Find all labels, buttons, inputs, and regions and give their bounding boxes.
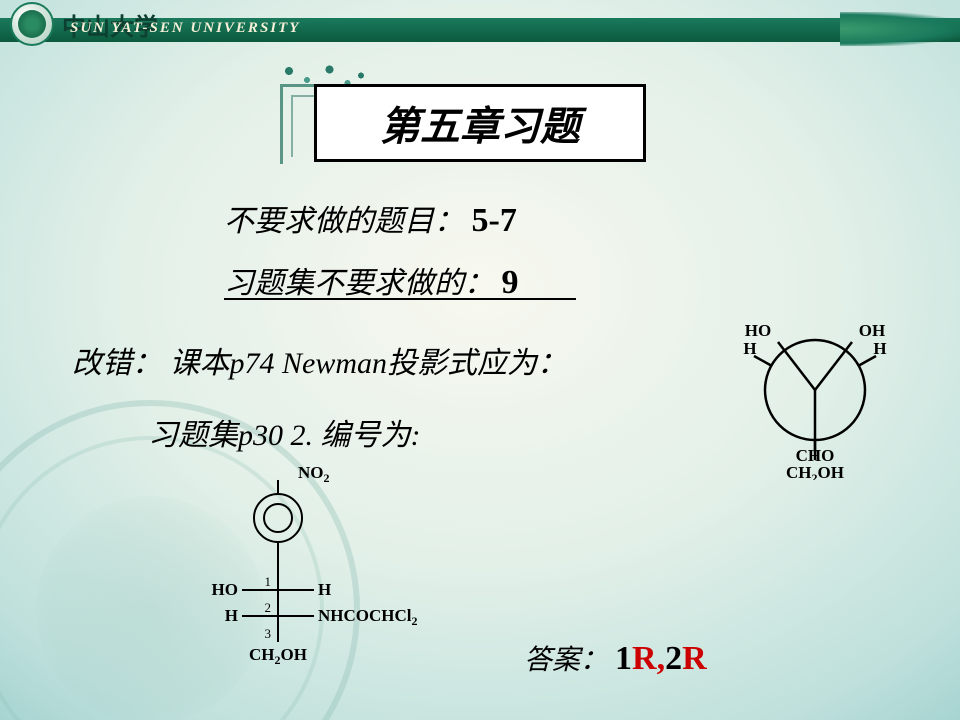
slide-title-box: 第五章习题 — [314, 84, 646, 162]
fischer-bottom: CH2OH — [249, 645, 307, 667]
line-not-required: 不要求做的题目： 5-7 — [224, 196, 517, 240]
line-workbook-numbering: 习题集p30 2. 编号为: — [148, 410, 421, 454]
l4-text: 习题集p30 2. 编号为: — [148, 419, 421, 452]
answer-line: 答案： 1R,2R — [524, 638, 707, 678]
line-correction: 改错： 课本p74 Newman投影式应为： — [72, 338, 567, 382]
newman-lbl-oh: OH — [859, 321, 885, 340]
banner-decor — [840, 12, 960, 46]
fischer-num3: 3 — [265, 626, 272, 641]
l1-prefix: 不要求做的题目： — [224, 205, 464, 238]
university-logo-icon — [10, 2, 54, 46]
answer-R2: R — [682, 640, 707, 677]
fischer-structure-diagram: NO2 HO H H NHCOCHCl2 CH2OH 1 2 3 — [150, 464, 440, 674]
newman-lbl-h1: H — [743, 339, 756, 358]
line-workbook-not-required: 习题集不要求做的： 9 — [224, 258, 519, 302]
fischer-num1: 1 — [265, 574, 272, 589]
l2-prefix: 习题集不要求做的： — [224, 267, 494, 300]
fischer-r2-right: NHCOCHCl2 — [318, 606, 418, 628]
newman-lbl-h2: H — [873, 339, 886, 358]
fischer-num2: 2 — [265, 600, 272, 615]
l3-prefix: 改错： — [72, 347, 162, 380]
l1-value: 5-7 — [472, 202, 517, 239]
newman-lbl-ch2oh: CH2OH — [786, 463, 844, 480]
university-name-en: SUN YAT-SEN UNIVERSITY — [70, 20, 300, 37]
underline — [224, 298, 576, 300]
newman-lbl-ho: HO — [745, 321, 771, 340]
fischer-r2-left: H — [225, 606, 238, 625]
answer-1: 1 — [615, 640, 632, 677]
answer-2: 2 — [665, 640, 682, 677]
university-banner: 中山大学 SUN YAT-SEN UNIVERSITY — [0, 0, 960, 48]
fischer-r1-right: H — [318, 580, 331, 599]
l2-value: 9 — [502, 264, 519, 301]
answer-R1: R, — [632, 640, 665, 677]
answer-label: 答案： — [524, 645, 608, 676]
l3-rest: 课本p74 Newman投影式应为： — [170, 347, 568, 380]
newman-projection-diagram: HO OH H H CHO CH2OH — [720, 310, 900, 480]
fischer-no2: NO2 — [298, 464, 330, 485]
slide-title: 第五章习题 — [380, 94, 580, 152]
fischer-r1-left: HO — [212, 580, 238, 599]
